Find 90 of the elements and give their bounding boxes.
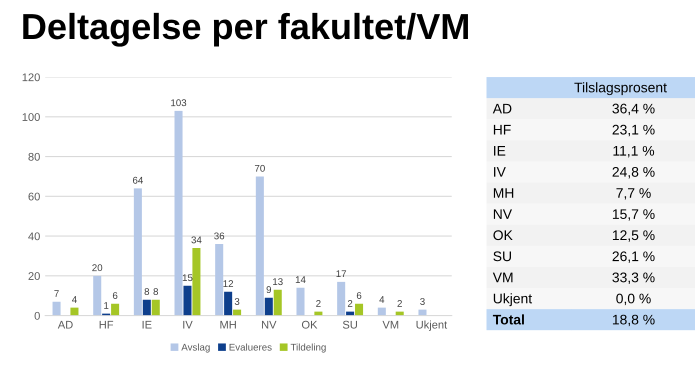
x-tick-label: Ukjent (416, 320, 448, 331)
category-label: NV (494, 209, 512, 219)
data-label: 4 (72, 296, 77, 303)
bar (224, 292, 232, 316)
bar (174, 110, 183, 316)
category-label: Total (492, 314, 524, 325)
bar (256, 176, 264, 316)
data-label: 18,8 % (612, 314, 655, 326)
bar (134, 188, 142, 316)
bar (296, 288, 305, 316)
data-label: 13 (273, 278, 283, 286)
data-label: 34 (191, 236, 202, 244)
y-tick-label: 120 (22, 73, 40, 82)
data-label: 14 (296, 276, 306, 283)
data-label: 33,3 % (612, 272, 655, 284)
data-label: 7 (54, 290, 59, 297)
data-label: 1 (104, 302, 108, 309)
category-label: HF (494, 124, 511, 134)
category-label: VM (492, 272, 512, 282)
x-tick-label: SU (342, 320, 357, 329)
bar (142, 300, 151, 316)
bar (93, 276, 102, 316)
bar (264, 298, 273, 316)
x-tick-label: IV (183, 320, 193, 329)
category-label: MH (494, 188, 514, 198)
data-label: 36,4 % (612, 104, 655, 116)
data-label: 3 (234, 298, 240, 305)
data-label: 6 (356, 292, 362, 299)
bar (192, 248, 200, 316)
data-label: 15 (182, 274, 192, 282)
data-label: 8 (153, 288, 158, 296)
bar (215, 244, 224, 316)
category-label: OK (493, 230, 513, 240)
y-tick-label: 60 (28, 192, 40, 200)
data-label: 12,5 % (612, 230, 655, 242)
x-tick-label: OK (302, 320, 318, 329)
x-tick-label: HF (100, 320, 114, 329)
bar (52, 302, 61, 316)
data-label: 12 (223, 280, 234, 287)
bar (355, 304, 364, 316)
data-label: 15,7 % (612, 209, 655, 221)
data-label: 26,1 % (612, 251, 655, 263)
y-tick-label: 40 (28, 232, 40, 240)
data-label: 24,8 % (612, 166, 655, 178)
data-label: 0,0 % (616, 294, 651, 306)
chart-title: Deltagelse per fakultet/VM (23, 12, 468, 47)
x-tick-label: AD (58, 320, 73, 329)
x-tick-label: IE (142, 320, 152, 329)
x-tick-label: NV (262, 320, 276, 329)
data-label: 3 (420, 298, 425, 305)
bar (70, 308, 78, 316)
category-label: IE (494, 146, 506, 156)
y-tick-label: 20 (28, 272, 40, 280)
bar (418, 310, 426, 316)
data-label: 8 (144, 288, 150, 296)
x-tick-label: VM (382, 320, 398, 329)
data-label: 11,1 % (613, 146, 654, 158)
data-label: 23,1 % (612, 124, 655, 136)
x-tick-label: MH (220, 320, 236, 329)
data-label: 6 (112, 292, 118, 299)
data-label: 2 (348, 300, 352, 307)
data-label: 64 (132, 176, 143, 184)
y-tick-label: 100 (22, 113, 40, 121)
text: Tilslagsprosent (574, 82, 667, 96)
category-label: IV (494, 167, 506, 177)
legend-label: Evalueres (230, 344, 272, 351)
bar (337, 282, 346, 316)
category-label: SU (493, 251, 511, 262)
data-label: 103 (171, 99, 186, 106)
bar (378, 308, 386, 316)
data-label: 4 (379, 296, 384, 303)
category-label: Ukjent (494, 293, 532, 306)
bar (233, 310, 242, 316)
legend-label: Avslag (181, 344, 210, 353)
bar (274, 290, 282, 316)
data-label: 17 (336, 270, 346, 278)
y-tick-label: 80 (28, 152, 40, 161)
data-label: 7,7 % (616, 188, 651, 200)
data-label: 2 (397, 300, 402, 307)
legend-label: Tildeling (290, 344, 326, 353)
data-label: 2 (316, 300, 321, 307)
y-tick-label: 0 (34, 312, 40, 320)
data-label: 9 (266, 286, 272, 294)
category-label: AD (492, 104, 512, 114)
data-label: 70 (254, 164, 265, 172)
bar (152, 300, 160, 316)
data-label: 36 (214, 232, 224, 240)
data-label: 20 (92, 264, 102, 272)
bar (111, 304, 120, 316)
bar (183, 286, 192, 316)
